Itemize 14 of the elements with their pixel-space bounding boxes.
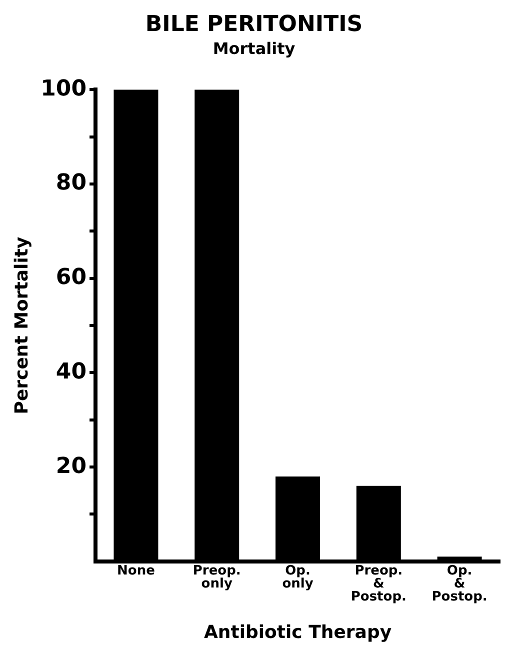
y-tick-label: 40 <box>56 359 87 384</box>
x-tick-label: Op. & Postop. <box>432 563 488 604</box>
y-tick-label: 80 <box>56 170 87 196</box>
chart-subtitle: Mortality <box>212 39 296 58</box>
x-tick-label: Op. only <box>282 563 314 592</box>
x-tick-label: Preop. only <box>192 563 241 592</box>
x-tick-label: Preop. & Postop. <box>350 563 406 604</box>
x-tick-label: None <box>117 563 156 578</box>
y-tick-label: 60 <box>56 265 87 290</box>
y-tick-label: 100 <box>40 76 87 102</box>
y-tick-label: 20 <box>56 454 87 479</box>
x-axis-title: Antibiotic Therapy <box>204 622 392 643</box>
chart-title: BILE PERITONITIS <box>145 12 363 37</box>
y-axis-title: Percent Mortality <box>11 236 32 414</box>
